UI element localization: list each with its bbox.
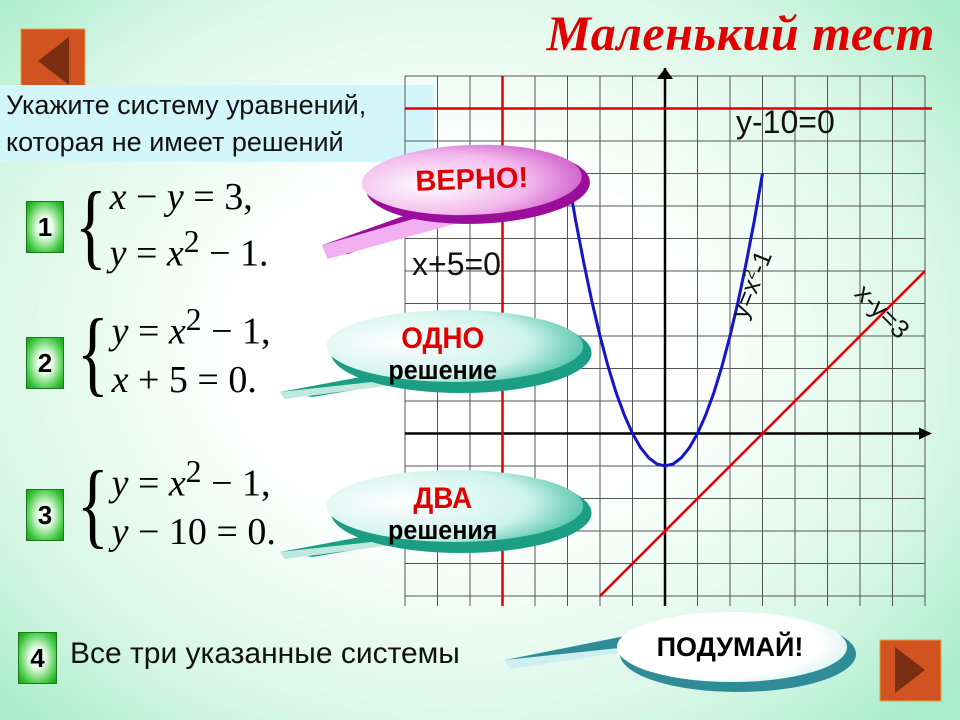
svg-text:решения: решения [388, 514, 497, 545]
svg-text:ПОДУМАЙ!: ПОДУМАЙ! [657, 631, 804, 662]
svg-text:ОДНО: ОДНО [401, 322, 484, 355]
svg-text:решение: решение [388, 354, 497, 385]
svg-text:ВЕРНО!: ВЕРНО! [415, 162, 529, 198]
svg-text:ДВА: ДВА [413, 482, 472, 515]
